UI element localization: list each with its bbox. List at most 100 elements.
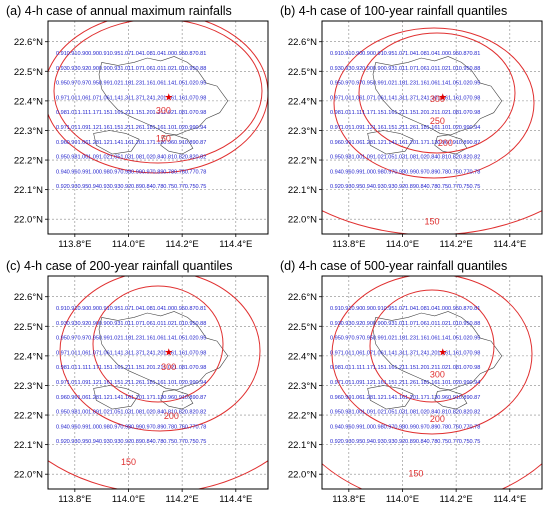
isohyet-line bbox=[92, 285, 224, 403]
station-value: 1.01 bbox=[341, 95, 352, 101]
station-value: 0.75 bbox=[185, 439, 196, 445]
station-value: 0.99 bbox=[351, 169, 362, 175]
station-value: 0.95 bbox=[351, 184, 362, 190]
station-value: 1.04 bbox=[153, 51, 164, 57]
station-value: 1.18 bbox=[120, 336, 131, 342]
station-value: 1.17 bbox=[362, 110, 373, 116]
station-value: 1.08 bbox=[448, 365, 459, 371]
station-value: 1.05 bbox=[174, 336, 185, 342]
station-value: 0.75 bbox=[195, 184, 206, 190]
station-value: 1.01 bbox=[120, 66, 131, 72]
station-value: 1.02 bbox=[416, 155, 427, 161]
station-value: 1.04 bbox=[131, 51, 142, 57]
station-value: 1.07 bbox=[362, 350, 373, 356]
station-value: 0.78 bbox=[469, 169, 480, 175]
station-value: 1.16 bbox=[416, 81, 427, 87]
station-value: 1.02 bbox=[110, 336, 121, 342]
station-value: 0.90 bbox=[362, 51, 373, 57]
station-value: 1.02 bbox=[459, 81, 470, 87]
station-value: 0.90 bbox=[362, 306, 373, 312]
station-value: 1.09 bbox=[88, 155, 99, 161]
station-value: 0.93 bbox=[341, 439, 352, 445]
station-value: 0.99 bbox=[99, 81, 110, 87]
station-value: 1.01 bbox=[174, 66, 185, 72]
station-value: 0.87 bbox=[195, 395, 206, 401]
x-tick-label: 113.8°E bbox=[332, 494, 365, 505]
station-value: 1.08 bbox=[142, 306, 153, 312]
station-value: 1.08 bbox=[405, 410, 416, 416]
station-value: 0.95 bbox=[384, 306, 395, 312]
station-value: 0.98 bbox=[195, 350, 206, 356]
station-value: 0.90 bbox=[77, 51, 88, 57]
station-value: 0.98 bbox=[99, 424, 110, 430]
station-value: 0.95 bbox=[469, 336, 480, 342]
station-value: 1.21 bbox=[394, 365, 405, 371]
station-value: 1.14 bbox=[437, 336, 448, 342]
station-value: 0.92 bbox=[56, 439, 67, 445]
station-value: 0.76 bbox=[448, 169, 459, 175]
gridlines bbox=[322, 21, 542, 234]
station-value: 1.14 bbox=[110, 395, 121, 401]
station-value: 0.99 bbox=[77, 424, 88, 430]
station-value: 0.93 bbox=[341, 184, 352, 190]
station-value: 1.09 bbox=[351, 125, 362, 131]
station-value: 1.16 bbox=[153, 380, 164, 386]
isohyet-line bbox=[358, 32, 516, 154]
station-value: 1.18 bbox=[142, 380, 153, 386]
station-value: 0.98 bbox=[394, 424, 405, 430]
y-tick-label: 22.6°N bbox=[14, 37, 43, 48]
station-value: 0.84 bbox=[427, 155, 438, 161]
station-value: 0.97 bbox=[416, 169, 427, 175]
station-value: 1.37 bbox=[405, 350, 416, 356]
station-value: 1.16 bbox=[448, 350, 459, 356]
station-value: 1.26 bbox=[131, 125, 142, 131]
station-value: 1.20 bbox=[416, 365, 427, 371]
station-value: 1.08 bbox=[142, 51, 153, 57]
station-value: 0.95 bbox=[174, 51, 185, 57]
station-value: 0.97 bbox=[330, 350, 341, 356]
station-value: 1.17 bbox=[142, 140, 153, 146]
y-tick-label: 22.5°N bbox=[14, 322, 43, 333]
station-value: 1.18 bbox=[416, 380, 427, 386]
station-value: 1.06 bbox=[427, 336, 438, 342]
station-value: 0.78 bbox=[427, 439, 438, 445]
isohyet-label: 300 bbox=[430, 94, 445, 104]
station-value: 1.08 bbox=[416, 306, 427, 312]
station-value: 0.97 bbox=[351, 81, 362, 87]
station-value: 0.92 bbox=[330, 184, 341, 190]
station-value: 1.07 bbox=[459, 365, 470, 371]
station-value: 0.97 bbox=[330, 125, 341, 131]
station-value: 0.95 bbox=[330, 155, 341, 161]
station-value: 1.06 bbox=[416, 66, 427, 72]
station-value: 1.01 bbox=[341, 350, 352, 356]
station-value: 1.17 bbox=[142, 395, 153, 401]
isohyet-contours bbox=[322, 27, 542, 234]
station-value: 0.90 bbox=[351, 306, 362, 312]
station-value: 1.14 bbox=[163, 336, 174, 342]
station-value: 1.02 bbox=[448, 380, 459, 386]
station-value: 0.75 bbox=[437, 184, 448, 190]
station-value: 0.91 bbox=[67, 306, 78, 312]
station-value: 0.75 bbox=[469, 184, 480, 190]
y-tick-label: 22.0°N bbox=[288, 470, 317, 481]
station-value: 1.09 bbox=[362, 155, 373, 161]
station-value: 0.84 bbox=[416, 439, 427, 445]
station-value: 1.20 bbox=[405, 140, 416, 146]
station-value: 0.77 bbox=[174, 439, 185, 445]
station-value: 0.99 bbox=[373, 81, 384, 87]
station-value: 1.01 bbox=[67, 350, 78, 356]
station-value: 0.78 bbox=[153, 439, 164, 445]
station-value: 1.13 bbox=[153, 395, 164, 401]
station-value: 0.98 bbox=[330, 365, 341, 371]
station-value: 1.06 bbox=[77, 140, 88, 146]
station-value: 0.95 bbox=[459, 66, 470, 72]
isohyet-label: 300 bbox=[156, 106, 171, 116]
station-value: 1.01 bbox=[427, 66, 438, 72]
station-value: 0.94 bbox=[195, 125, 206, 131]
station-value: 0.93 bbox=[110, 439, 121, 445]
station-value: 0.81 bbox=[469, 306, 480, 312]
station-value: 0.90 bbox=[88, 51, 99, 57]
station-value: 1.09 bbox=[362, 410, 373, 416]
station-value: 0.99 bbox=[341, 395, 352, 401]
station-value: 1.07 bbox=[131, 321, 142, 327]
